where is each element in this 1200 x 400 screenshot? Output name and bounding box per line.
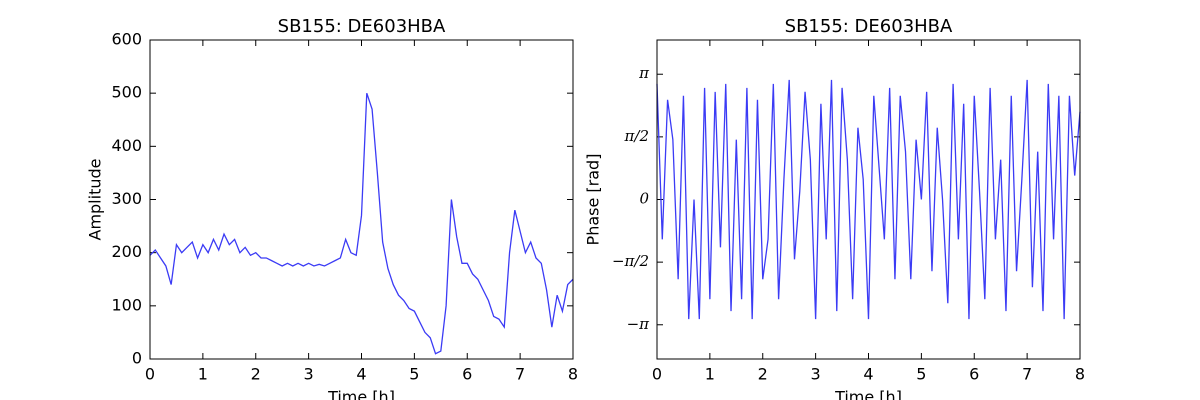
y-axis-label: Phase [rad] xyxy=(584,154,603,246)
x-tick-label: 6 xyxy=(462,365,472,384)
x-tick-label: 7 xyxy=(1022,365,1032,384)
y-tick-label: 200 xyxy=(111,242,142,261)
y-tick-label: 100 xyxy=(111,295,142,314)
x-tick-label: 2 xyxy=(758,365,768,384)
y-tick-label: 400 xyxy=(111,136,142,155)
plot-frame xyxy=(149,39,574,360)
y-tick-label: 600 xyxy=(111,30,142,49)
x-axis-label: Time [h] xyxy=(834,388,902,400)
plot-frame xyxy=(656,39,1081,360)
x-tick-label: 3 xyxy=(811,365,821,384)
y-tick-label: 500 xyxy=(111,83,142,102)
chart-title: SB155: DE603HBA xyxy=(278,16,446,37)
x-tick-label: 4 xyxy=(356,365,366,384)
chart-title: SB155: DE603HBA xyxy=(785,16,953,37)
y-tick-label: π/2 xyxy=(624,127,649,145)
x-tick-label: 5 xyxy=(916,365,926,384)
y-tick-label: 0 xyxy=(132,349,142,368)
x-tick-label: 7 xyxy=(515,365,525,384)
data-line xyxy=(149,92,574,355)
x-tick-label: 1 xyxy=(198,365,208,384)
y-tick-label: −π/2 xyxy=(612,252,649,270)
x-tick-label: 0 xyxy=(145,365,155,384)
data-line xyxy=(656,79,1081,320)
x-tick-label: 5 xyxy=(409,365,419,384)
x-axis-label: Time [h] xyxy=(327,388,395,400)
y-axis-label: Amplitude xyxy=(86,159,105,241)
x-tick-label: 6 xyxy=(969,365,979,384)
x-tick-label: 8 xyxy=(568,365,578,384)
x-tick-label: 8 xyxy=(1075,365,1085,384)
y-tick-label: 0 xyxy=(639,190,649,208)
x-tick-label: 2 xyxy=(251,365,261,384)
x-tick-label: 3 xyxy=(304,365,314,384)
x-tick-label: 0 xyxy=(652,365,662,384)
x-tick-label: 1 xyxy=(705,365,715,384)
y-tick-label: 300 xyxy=(111,189,142,208)
y-tick-label: −π xyxy=(627,315,651,333)
y-tick-label: π xyxy=(638,64,650,82)
x-tick-label: 4 xyxy=(863,365,873,384)
